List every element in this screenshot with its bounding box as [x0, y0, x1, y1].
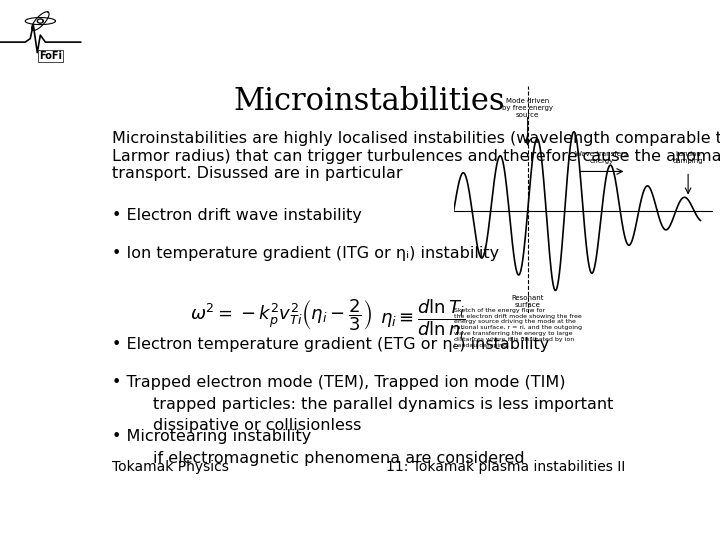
Text: FoFi: FoFi — [39, 51, 62, 61]
Text: $\omega^2 = -k_p^2 v_{Ti}^2\left(\eta_i - \dfrac{2}{3}\right)$: $\omega^2 = -k_p^2 v_{Ti}^2\left(\eta_i … — [190, 298, 372, 333]
Text: Microinstabilities: Microinstabilities — [233, 85, 505, 117]
Text: Landau
damping: Landau damping — [672, 151, 703, 164]
Text: Microinstabilities are highly localised instabilities (wavelength comparable to : Microinstabilities are highly localised … — [112, 131, 720, 181]
Text: 11: Tokamak plasma instabilities II: 11: Tokamak plasma instabilities II — [387, 461, 626, 474]
Text: trapped particles: the parallel dynamics is less important: trapped particles: the parallel dynamics… — [112, 397, 613, 413]
Text: Sketch of the energy flow for
the electron drift mode showing the free
energy so: Sketch of the energy flow for the electr… — [454, 308, 582, 348]
Text: dissipative or collisionless: dissipative or collisionless — [112, 418, 361, 433]
Text: Mode driven
by free energy
source: Mode driven by free energy source — [502, 98, 553, 118]
Text: • Trapped electron mode (TEM), Trapped ion mode (TIM): • Trapped electron mode (TEM), Trapped i… — [112, 375, 566, 389]
Text: Wave transfers
energy: Wave transfers energy — [575, 151, 628, 164]
Text: • Microtearing instability: • Microtearing instability — [112, 429, 312, 444]
Text: • Electron temperature gradient (ETG or ηₑ) instability: • Electron temperature gradient (ETG or … — [112, 337, 549, 352]
Text: • Electron drift wave instability: • Electron drift wave instability — [112, 208, 362, 223]
Text: Resonant
surface: Resonant surface — [511, 294, 544, 308]
Text: $\eta_i \equiv \dfrac{d\ln T_i}{d\ln n_i}$: $\eta_i \equiv \dfrac{d\ln T_i}{d\ln n_i… — [380, 298, 466, 341]
Text: Tokamak Physics: Tokamak Physics — [112, 461, 229, 474]
Text: • Ion temperature gradient (ITG or ηᵢ) instability: • Ion temperature gradient (ITG or ηᵢ) i… — [112, 246, 500, 261]
Text: if electromagnetic phenomena are considered: if electromagnetic phenomena are conside… — [112, 451, 525, 467]
